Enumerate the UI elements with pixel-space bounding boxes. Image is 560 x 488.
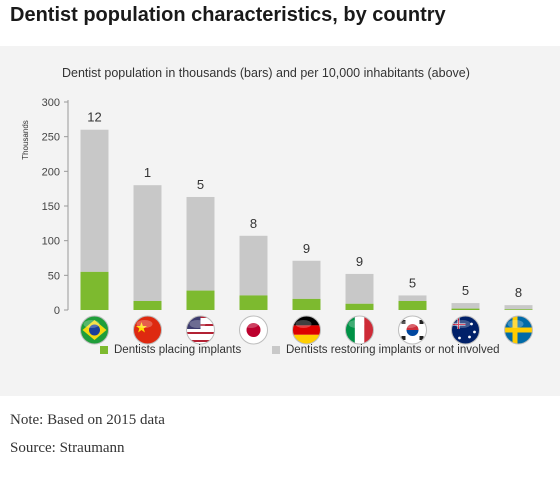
legend-swatch-placing	[100, 346, 108, 354]
bar-restoring-italy	[345, 273, 374, 304]
per-10000-label: 5	[462, 283, 469, 298]
y-axis-title: Thousands	[21, 120, 30, 160]
y-tick-label: 250	[42, 132, 60, 144]
flag-brazil-icon	[80, 315, 109, 345]
flag-italy-icon	[345, 315, 374, 345]
per-10000-label: 8	[515, 285, 522, 300]
bar-placing-australia	[451, 308, 480, 310]
per-10000-label: 8	[250, 216, 257, 231]
legend-label-restoring: Dentists restoring implants or not invol…	[286, 344, 500, 356]
per-10000-label: 9	[356, 254, 363, 269]
y-tick-label: 50	[48, 270, 60, 282]
flag-australia-icon	[451, 315, 480, 345]
legend-swatch-restoring	[272, 346, 280, 354]
per-10000-label: 5	[197, 177, 204, 192]
bar-placing-usa	[186, 290, 215, 310]
bar-restoring-sweden	[504, 305, 533, 310]
per-10000-label: 12	[87, 110, 101, 125]
bar-restoring-japan	[239, 235, 268, 296]
bar-placing-italy	[345, 303, 374, 310]
flag-usa-icon	[186, 315, 215, 345]
per-10000-label: 5	[409, 275, 416, 290]
source-text: Source: Straumann	[10, 440, 125, 456]
flag-japan-icon	[239, 315, 268, 345]
bar-restoring-germany	[292, 260, 321, 299]
legend-item-restoring: Dentists restoring implants or not invol…	[272, 344, 500, 356]
chart-subtitle: Dentist population in thousands (bars) a…	[62, 66, 470, 80]
bar-placing-brazil	[80, 271, 109, 310]
bar-placing-germany	[292, 298, 321, 310]
y-tick-label: 200	[42, 166, 60, 178]
bar-restoring-brazil	[80, 129, 109, 272]
bar-restoring-usa	[186, 196, 215, 291]
bar-placing-sweden	[504, 309, 533, 310]
per-10000-label: 1	[144, 165, 151, 180]
legend-label-placing: Dentists placing implants	[114, 344, 242, 356]
y-tick-label: 100	[42, 236, 60, 248]
y-tick-label: 300	[42, 97, 60, 109]
flag-china-icon	[133, 315, 162, 345]
legend-item-placing: Dentists placing implants	[100, 344, 241, 356]
y-tick-label: 0	[54, 305, 60, 317]
bar-placing-japan	[239, 295, 268, 310]
bar-placing-china	[133, 300, 162, 310]
per-10000-label: 9	[303, 241, 310, 256]
flag-germany-icon	[292, 315, 321, 345]
flag-south-korea-icon	[398, 315, 427, 345]
note-text: Note: Based on 2015 data	[10, 412, 165, 428]
bar-restoring-china	[133, 185, 162, 301]
bar-restoring-australia	[451, 303, 480, 309]
page-title: Dentist population characteristics, by c…	[10, 4, 446, 26]
y-tick-label: 150	[42, 201, 60, 213]
bar-placing-south-korea	[398, 300, 427, 310]
bar-restoring-south-korea	[398, 295, 427, 301]
flag-sweden-icon	[504, 315, 533, 345]
